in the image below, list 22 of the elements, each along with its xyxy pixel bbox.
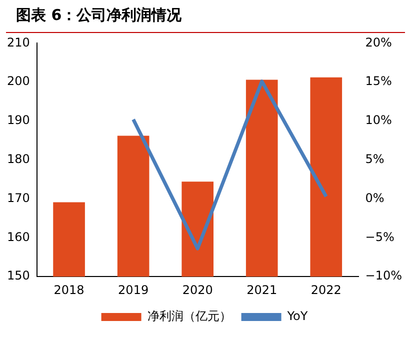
x-tick-label: 2019 bbox=[118, 282, 149, 297]
legend-label: YoY bbox=[286, 309, 308, 324]
x-tick-label: 2022 bbox=[310, 282, 342, 297]
y2-tick-label: −5% bbox=[365, 230, 394, 244]
y2-tick-label: −10% bbox=[365, 268, 402, 283]
y-tick-label: 210 bbox=[7, 35, 30, 50]
chart-title: 图表 6：公司净利润情况 bbox=[6, 0, 405, 33]
y-tick-label: 160 bbox=[7, 230, 30, 244]
x-tick-label: 2021 bbox=[246, 282, 278, 297]
y-tick-label: 190 bbox=[7, 113, 30, 128]
legend-label: 净利润（亿元） bbox=[147, 309, 232, 324]
x-tick-label: 2020 bbox=[182, 282, 213, 297]
y2-tick-label: 10% bbox=[365, 113, 392, 128]
y2-tick-label: 5% bbox=[365, 152, 384, 166]
y-tick-label: 180 bbox=[7, 152, 30, 166]
y2-tick-label: 20% bbox=[365, 35, 392, 50]
x-tick-label: 2018 bbox=[54, 282, 84, 297]
y-tick-label: 200 bbox=[7, 74, 30, 88]
y2-tick-label: 15% bbox=[365, 74, 392, 88]
y-tick-label: 150 bbox=[7, 268, 30, 283]
y-tick-label: 170 bbox=[7, 190, 30, 205]
y2-tick-label: 0% bbox=[365, 190, 384, 205]
